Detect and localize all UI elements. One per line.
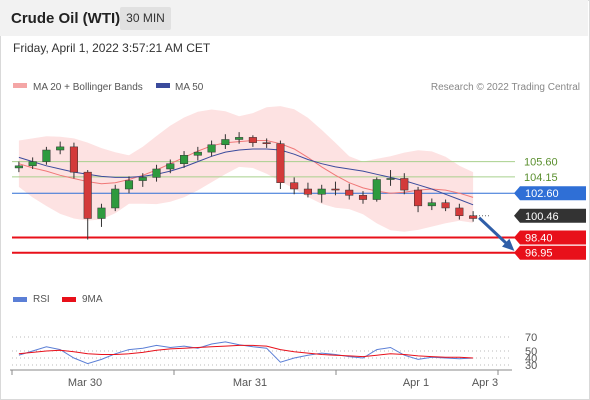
candle <box>56 146 65 151</box>
rsi-legend-label: RSI <box>33 294 50 305</box>
rsi-tick-label: 30 <box>525 360 537 372</box>
rsi-tick-label: 40 <box>525 353 537 365</box>
ma20-legend-label: MA 20 + Bollinger Bands <box>33 82 143 93</box>
level-label-102.60: 102.60 <box>525 188 559 200</box>
candle <box>455 207 464 217</box>
ma50-legend-label: MA 50 <box>175 82 204 93</box>
ma50-line <box>18 148 474 206</box>
candle <box>414 189 423 207</box>
candle <box>193 151 202 156</box>
rsi-legend-swatch <box>13 297 27 302</box>
rsi-ma-legend-swatch <box>62 297 76 302</box>
candle <box>14 165 23 169</box>
candle <box>235 137 244 140</box>
candle <box>166 163 175 170</box>
level-tag-102.60 <box>514 186 586 201</box>
candle <box>303 188 312 195</box>
candle <box>345 189 354 196</box>
candle <box>400 178 409 191</box>
copyright-label: Research © 2022 Trading Central <box>431 82 580 93</box>
candle <box>441 202 450 209</box>
candle <box>262 142 271 144</box>
level-tag-100.46 <box>514 208 586 223</box>
candle <box>152 168 161 178</box>
ma50-legend-swatch <box>156 83 170 88</box>
candle <box>221 139 230 146</box>
candle <box>276 143 285 183</box>
candle <box>97 207 106 219</box>
candle <box>124 180 134 190</box>
candle <box>427 202 436 207</box>
candle <box>290 182 299 190</box>
candle <box>248 137 257 143</box>
level-label-104.15: 104.15 <box>524 172 558 184</box>
candle <box>331 188 340 191</box>
rsi-ma-line <box>18 344 474 359</box>
level-label-96.95: 96.95 <box>525 248 553 260</box>
candle <box>207 144 216 153</box>
chart-title: Crude Oil (WTI) <box>11 10 121 27</box>
x-tick-label: Mar 31 <box>233 377 267 389</box>
rsi-tick-label: 50 <box>525 346 537 358</box>
candle <box>358 195 368 200</box>
candle <box>386 178 395 180</box>
candle <box>469 215 478 219</box>
candle <box>111 188 120 209</box>
candle <box>317 188 326 195</box>
timestamp: Friday, April 1, 2022 3:57:21 AM CET <box>13 41 211 55</box>
ma20-legend-swatch <box>13 83 27 88</box>
candle <box>138 177 147 181</box>
level-label-105.60: 105.60 <box>524 157 558 169</box>
x-tick-label: Mar 30 <box>68 377 102 389</box>
level-tag-98.40 <box>514 230 586 245</box>
chart-header: Crude Oil (WTI) 30 MIN <box>0 0 588 36</box>
projection-arrow <box>478 216 512 248</box>
rsi-tick-label: 70 <box>525 332 537 344</box>
level-label-98.40: 98.40 <box>525 232 553 244</box>
candle <box>69 146 78 173</box>
candle <box>372 179 381 200</box>
x-tick-label: Apr 1 <box>403 377 429 389</box>
timeframe-badge[interactable]: 30 MIN <box>120 7 171 30</box>
candle <box>83 171 92 219</box>
level-tag-96.95 <box>514 245 586 260</box>
level-label-100.46: 100.46 <box>525 211 559 223</box>
x-tick-label: Apr 3 <box>472 377 498 389</box>
ma20-line <box>18 140 474 198</box>
candle <box>42 149 51 162</box>
rsi-ma-legend-label: 9MA <box>82 294 103 305</box>
candle <box>28 161 37 167</box>
bollinger-band <box>18 106 474 232</box>
projection-arrow-head <box>502 238 515 251</box>
candle <box>180 155 189 164</box>
